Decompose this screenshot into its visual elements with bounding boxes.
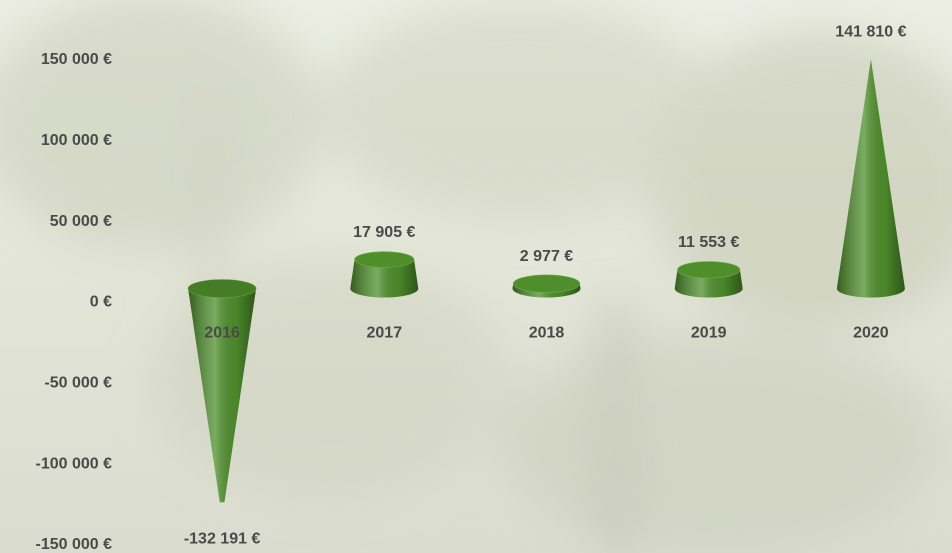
value-label: 11 553 € (678, 234, 740, 251)
value-label: 2 977 € (520, 248, 573, 265)
y-tick-label: 150 000 € (41, 51, 112, 68)
y-tick-label: -100 000 € (35, 455, 112, 472)
cone-top (354, 251, 415, 268)
cone (187, 279, 257, 503)
x-tick-label: 2017 (367, 325, 403, 342)
cone-top (187, 279, 257, 298)
value-label: 141 810 € (835, 23, 906, 40)
y-tick-label: 50 000 € (50, 213, 112, 230)
y-tick-label: 0 € (90, 294, 112, 311)
y-tick-label: 100 000 € (41, 132, 112, 149)
cone (836, 59, 905, 298)
y-tick-label: -150 000 € (35, 536, 112, 553)
x-tick-label: 2018 (529, 325, 565, 342)
x-tick-label: 2019 (691, 325, 727, 342)
y-tick-label: -50 000 € (44, 375, 112, 392)
value-label: -132 191 € (184, 530, 261, 547)
cone-shade (350, 259, 419, 298)
x-tick-label: 2016 (204, 325, 240, 342)
cone (512, 274, 581, 298)
cone-shade (836, 59, 905, 298)
cone-shade (188, 288, 257, 503)
cone-top (677, 261, 741, 279)
value-label: 17 905 € (353, 224, 415, 241)
cone (350, 251, 419, 298)
cone-top-shade (188, 279, 257, 298)
cone (674, 261, 743, 298)
x-tick-label: 2020 (853, 325, 889, 342)
cone-top (512, 274, 581, 293)
